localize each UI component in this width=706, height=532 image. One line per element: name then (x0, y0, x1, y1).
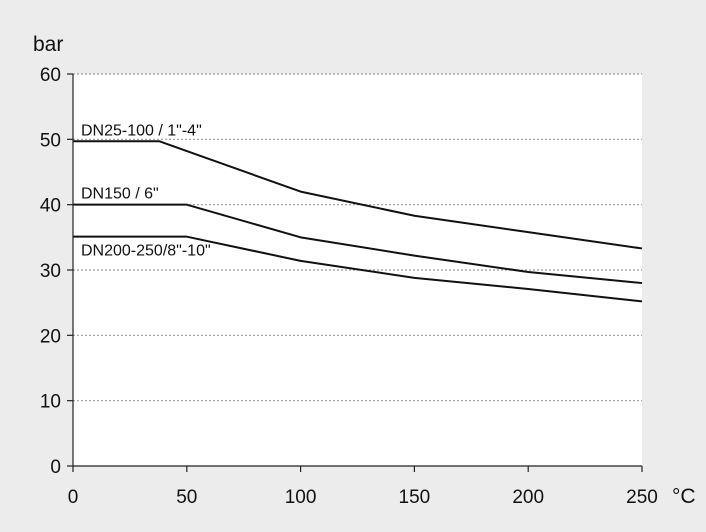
y-tick-label: 0 (50, 457, 61, 478)
tick-labels: 0 10 20 30 40 50 60 0 50 100 150 200 250 (40, 65, 658, 508)
y-tick-label: 10 (40, 392, 61, 413)
y-tick-label: 60 (40, 65, 61, 86)
y-tick-label: 30 (40, 261, 61, 282)
y-tick-label: 40 (40, 196, 61, 217)
y-tick-label: 50 (40, 130, 61, 151)
x-axis-unit-label: °C (672, 485, 696, 508)
y-tick-label: 20 (40, 326, 61, 347)
x-tick-label: 250 (626, 487, 658, 508)
series-line (73, 203, 643, 285)
x-tick-label: 50 (176, 487, 197, 508)
y-axis-unit-label: bar (33, 33, 63, 56)
x-tick-label: 150 (399, 487, 431, 508)
series-label: DN150 / 6" (81, 186, 159, 203)
series-labels: DN25-100 / 1"-4" DN150 / 6" DN200-250/8"-1… (81, 122, 211, 259)
series-line (73, 235, 643, 303)
x-tick-label: 0 (68, 487, 79, 508)
x-tick-label: 100 (285, 487, 317, 508)
x-tick-label: 200 (512, 487, 544, 508)
series-line (73, 140, 643, 250)
series-lines (73, 140, 643, 303)
series-label: DN200-250/8"-10" (81, 243, 211, 260)
series-label: DN25-100 / 1"-4" (81, 122, 202, 139)
